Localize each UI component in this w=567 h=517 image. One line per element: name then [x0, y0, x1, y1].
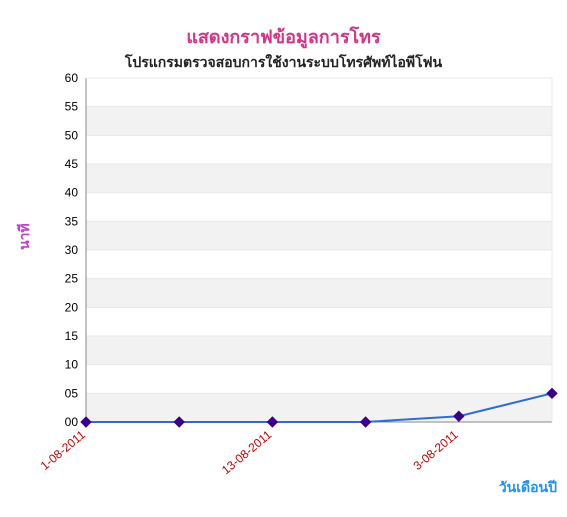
y-tick-label: 50	[65, 128, 79, 142]
y-tick-label: 25	[65, 272, 79, 286]
grid-band	[86, 107, 552, 136]
x-tick-label: 3-08-2011	[410, 427, 460, 473]
x-tick-label: 1-08-2011	[38, 427, 88, 473]
grid-band	[86, 336, 552, 365]
grid-band	[86, 250, 552, 279]
grid-band	[86, 78, 552, 107]
y-tick-label: 30	[65, 243, 79, 257]
x-tick: 1-08-2011	[38, 427, 88, 473]
x-tick: 13-08-2011	[219, 427, 275, 477]
y-tick-label: 55	[65, 100, 79, 114]
y-tick-label: 60	[65, 71, 79, 85]
grid-band	[86, 221, 552, 250]
y-tick-label: 40	[65, 186, 79, 200]
grid-band	[86, 193, 552, 222]
y-tick-label: 05	[65, 386, 79, 400]
chart-svg: 00 05 10 15 20 25 30 35 40 45 50 55 60 1-08-2011 13-08…	[0, 0, 567, 517]
x-tick: 3-08-2011	[410, 427, 460, 473]
y-tick-label: 45	[65, 157, 79, 171]
x-tick-label: 13-08-2011	[219, 427, 275, 477]
grid-band	[86, 393, 552, 422]
y-tick-label: 35	[65, 214, 79, 228]
y-tick-label: 15	[65, 329, 79, 343]
grid-band	[86, 164, 552, 193]
grid-band	[86, 307, 552, 336]
y-tick-label: 20	[65, 300, 79, 314]
y-tick-label: 10	[65, 358, 79, 372]
grid-band	[86, 135, 552, 164]
grid-band	[86, 365, 552, 394]
chart-container: แสดงกราฟข้อมูลการโทร โปรแกรมตรวจสอบการใช…	[0, 0, 567, 517]
grid-band	[86, 279, 552, 308]
y-tick-label: 00	[65, 415, 79, 429]
